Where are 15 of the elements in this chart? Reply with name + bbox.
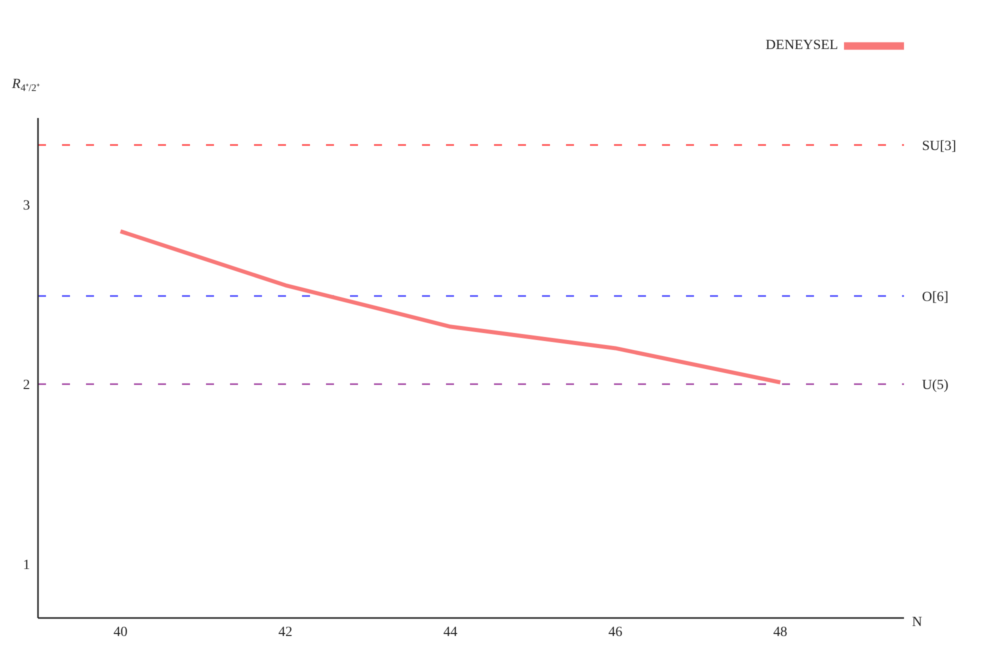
y-tick-label: 3: [23, 198, 30, 214]
line-series: [118, 229, 782, 384]
ref-line-label: O[6]: [922, 290, 948, 306]
ref-line-label: SU[3]: [922, 138, 956, 154]
x-tick-label: 40: [113, 624, 128, 640]
x-tick-label: 44: [443, 624, 458, 640]
y-axis-title: R$_{4⁺/2⁺}$: [11, 77, 40, 94]
legend-label: DENEYSEL: [766, 38, 838, 53]
x-tick-label: 42: [278, 624, 292, 640]
ref-line-label: U(5): [922, 378, 949, 394]
x-axis-title: N: [912, 615, 922, 630]
x-tick-label: 46: [608, 624, 622, 640]
y-tick-label: 1: [23, 558, 30, 574]
x-tick-label: 48: [773, 624, 788, 640]
y-tick-label: 2: [23, 378, 30, 394]
